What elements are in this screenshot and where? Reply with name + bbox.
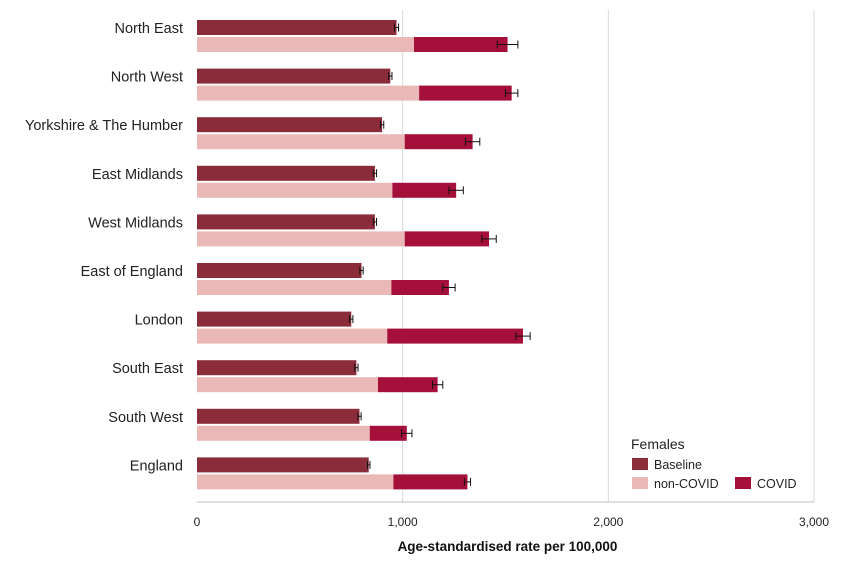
- category-label-london: London: [135, 313, 183, 329]
- bar-non-covid-london: [197, 328, 388, 344]
- bar-baseline-east-of-england: [197, 263, 362, 278]
- bar-covid-north-east: [413, 37, 508, 52]
- category-label-east-of-england: East of England: [81, 264, 183, 280]
- bar-baseline-england: [197, 457, 369, 473]
- category-label-south-west: South West: [108, 410, 183, 426]
- bar-covid-south-east: [377, 377, 438, 393]
- bar-covid-south-west: [369, 425, 407, 441]
- legend-title: Females: [631, 436, 685, 452]
- bar-non-covid-east-of-england: [197, 280, 392, 295]
- bar-non-covid-south-west: [197, 425, 370, 441]
- bar-non-covid-south-east: [197, 377, 378, 393]
- bar-covid-england: [393, 474, 468, 490]
- bar-covid-london: [387, 328, 523, 344]
- bar-non-covid-north-west: [197, 85, 420, 101]
- bar-baseline-north-east: [197, 20, 397, 35]
- x-axis: 0 1,000 2,000 3,000: [194, 501, 829, 529]
- legend-swatch-non-covid: [632, 477, 648, 489]
- bar-non-covid-north-east: [197, 37, 414, 52]
- legend: Females Baseline non-COVID COVID: [631, 436, 797, 491]
- bar-non-covid-yorkshire-and-the-humber: [197, 134, 405, 150]
- bar-baseline-yorkshire-and-the-humber: [197, 117, 383, 133]
- category-label-west-midlands: West Midlands: [88, 215, 183, 231]
- legend-label-non-covid: non-COVID: [654, 477, 719, 491]
- bar-baseline-south-east: [197, 360, 357, 376]
- bar-baseline-west-midlands: [197, 214, 375, 230]
- legend-label-baseline: Baseline: [654, 458, 702, 472]
- legend-label-covid: COVID: [757, 477, 797, 491]
- category-label-south-east: South East: [112, 361, 183, 377]
- x-tick-label: 3,000: [799, 515, 829, 529]
- legend-swatch-baseline: [632, 458, 648, 470]
- x-tick-label: 2,000: [593, 515, 623, 529]
- bar-non-covid-west-midlands: [197, 231, 405, 247]
- category-label-england: England: [130, 458, 183, 474]
- bar-covid-west-midlands: [404, 231, 490, 247]
- bar-baseline-north-west: [197, 68, 391, 84]
- category-label-yorkshire-and-the-humber: Yorkshire & The Humber: [25, 118, 183, 134]
- bar-baseline-london: [197, 311, 352, 327]
- bar-covid-east-midlands: [392, 182, 457, 198]
- x-tick-label: 0: [194, 515, 201, 529]
- legend-swatch-covid: [735, 477, 751, 489]
- category-label-east-midlands: East Midlands: [92, 167, 183, 183]
- bar-covid-east-of-england: [391, 280, 449, 295]
- category-labels: North East North West Yorkshire & The Humb…: [25, 21, 183, 474]
- category-label-north-west: North West: [111, 70, 183, 86]
- bar-covid-north-west: [419, 85, 512, 101]
- gridlines: [402, 10, 815, 502]
- bar-covid-yorkshire-and-the-humber: [404, 134, 473, 150]
- bar-baseline-south-west: [197, 408, 360, 424]
- category-label-north-east: North East: [115, 21, 184, 37]
- x-tick-label: 1,000: [388, 515, 418, 529]
- bars: [197, 20, 531, 490]
- bar-non-covid-england: [197, 474, 394, 490]
- bar-non-covid-east-midlands: [197, 182, 393, 198]
- bar-baseline-east-midlands: [197, 165, 375, 181]
- x-axis-title: Age-standardised rate per 100,000: [398, 539, 618, 554]
